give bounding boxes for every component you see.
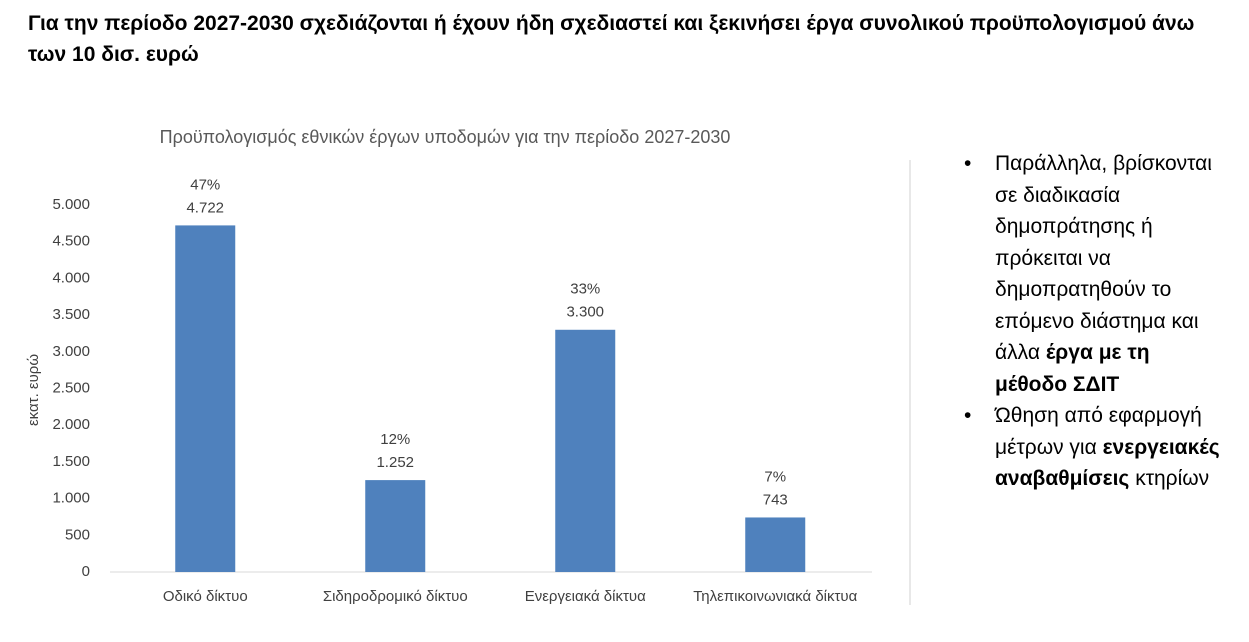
bullet-text: Παράλληλα, βρίσκονται σε διαδικασία δημο… xyxy=(995,152,1212,364)
value-label: 3.300 xyxy=(566,304,604,321)
chart-title: Προϋπολογισμός εθνικών έργων υποδομών γι… xyxy=(159,127,731,147)
y-tick-label: 2.000 xyxy=(52,416,90,433)
y-tick-label: 5.000 xyxy=(52,196,90,213)
bar xyxy=(175,225,236,572)
bar xyxy=(555,329,616,572)
y-tick-label: 3.000 xyxy=(52,343,90,360)
bullet: Ώθηση από εφαρμογή μέτρων για ενεργειακέ… xyxy=(962,400,1224,495)
heading: Για την περίοδο 2027-2030 σχεδιάζονται ή… xyxy=(28,12,1195,66)
share-label: 47% xyxy=(190,176,220,193)
bullet-list: Παράλληλα, βρίσκονται σε διαδικασία δημο… xyxy=(962,148,1224,495)
y-tick-label: 4.500 xyxy=(52,233,90,250)
y-axis-label: εκατ. ευρώ xyxy=(25,354,42,426)
bar xyxy=(745,517,806,572)
y-tick-label: 1.000 xyxy=(52,490,90,507)
y-tick-label: 3.500 xyxy=(52,306,90,323)
value-label: 743 xyxy=(763,491,788,508)
y-tick-label: 2.500 xyxy=(52,379,90,396)
y-tick-label: 500 xyxy=(65,526,90,543)
y-tick-label: 0 xyxy=(82,563,90,580)
value-label: 1.252 xyxy=(376,454,414,471)
share-label: 7% xyxy=(764,468,786,485)
bullet-text: Ώθηση από εφαρμογή μέτρων για xyxy=(995,404,1202,459)
bullet-text: έργα με τη μέθοδο ΣΔΙΤ xyxy=(995,341,1150,396)
bullet-text: κτηρίων xyxy=(1129,467,1210,490)
x-tick-label: Ενεργειακά δίκτυα xyxy=(524,588,646,605)
x-tick-label: Οδικό δίκτυο xyxy=(162,588,248,605)
value-label: 4.722 xyxy=(186,199,224,216)
bullet: Παράλληλα, βρίσκονται σε διαδικασία δημο… xyxy=(962,148,1224,400)
share-label: 12% xyxy=(380,431,410,448)
share-label: 33% xyxy=(570,281,600,298)
bar xyxy=(365,480,426,572)
x-tick-label: Σιδηροδρομικό δίκτυο xyxy=(322,588,468,605)
y-tick-label: 1.500 xyxy=(52,453,90,470)
bullet-text: ενεργειακές αναβαθμίσεις xyxy=(995,435,1220,491)
x-tick-label: Τηλεπικοινωνιακά δίκτυα xyxy=(693,588,858,605)
y-tick-label: 4.000 xyxy=(52,269,90,286)
